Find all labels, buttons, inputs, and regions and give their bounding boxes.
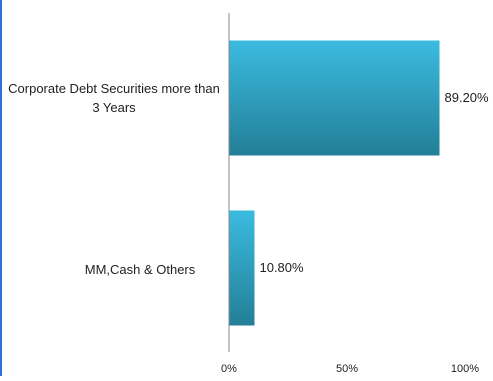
data-label-1: 10.80% xyxy=(259,260,304,275)
data-label-0: 89.20% xyxy=(445,90,490,105)
x-tick-label-2: 100% xyxy=(451,363,479,375)
category-label-mm-cash: MM,Cash & Others xyxy=(60,260,220,279)
bar-0 xyxy=(229,41,440,156)
x-tick-label-1: 50% xyxy=(336,363,358,375)
category-label-corporate-debt: Corporate Debt Securities more than 3 Ye… xyxy=(8,79,220,117)
bar-1 xyxy=(229,211,254,326)
x-tick-label-0: 0% xyxy=(221,363,237,375)
